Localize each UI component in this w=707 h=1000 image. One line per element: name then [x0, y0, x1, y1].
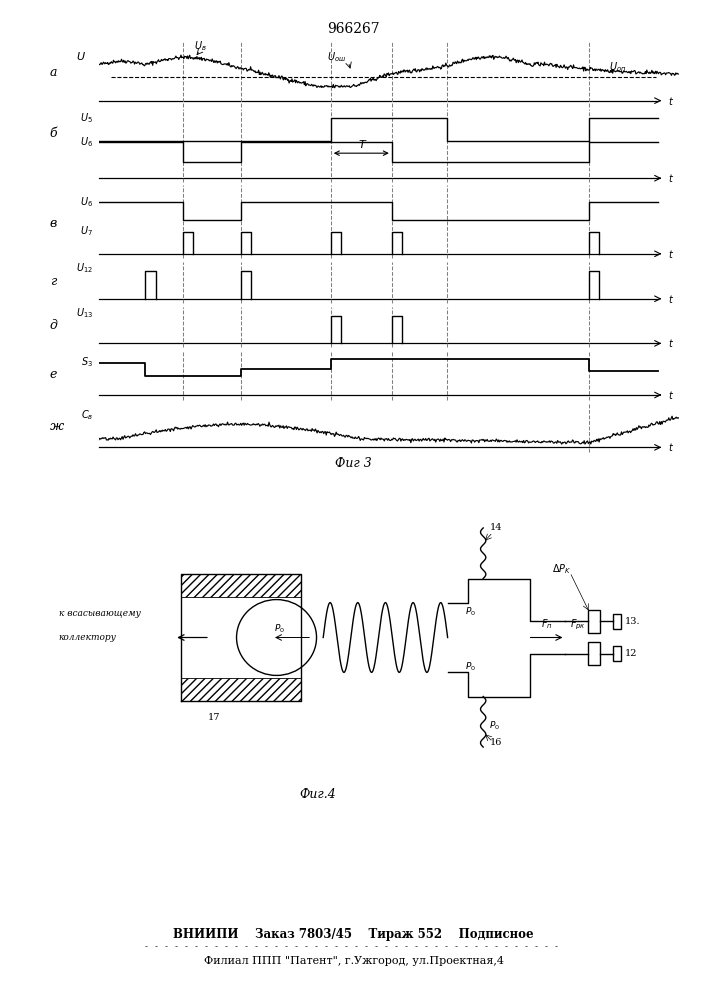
Text: Фиг 3: Фиг 3: [335, 457, 372, 470]
Text: $U_{оп}$: $U_{оп}$: [609, 60, 626, 74]
Text: $P_0$: $P_0$: [465, 605, 477, 618]
Text: $\Delta P_K$: $\Delta P_K$: [552, 562, 571, 576]
Bar: [614, 614, 621, 629]
Text: $t$: $t$: [668, 441, 674, 453]
Text: $t$: $t$: [668, 172, 674, 184]
Text: $F_{рк}$: $F_{рк}$: [570, 617, 586, 632]
Bar: [588, 642, 600, 665]
Text: ж: ж: [49, 420, 64, 433]
Text: $U_{12}$: $U_{12}$: [76, 262, 93, 275]
Text: $U$: $U$: [76, 50, 86, 62]
Text: $t$: $t$: [668, 293, 674, 305]
Text: Филиал ППП "Патент", г.Ужгород, ул.Проектная,4: Филиал ППП "Патент", г.Ужгород, ул.Проек…: [204, 956, 503, 966]
Text: $t$: $t$: [668, 389, 674, 401]
Bar: [181, 574, 301, 597]
Text: б: б: [49, 127, 57, 140]
Text: г: г: [49, 275, 56, 288]
Text: $t$: $t$: [668, 337, 674, 349]
Text: $T$: $T$: [358, 138, 368, 150]
Bar: [588, 610, 600, 633]
Text: д: д: [49, 319, 57, 332]
Text: $F_п$: $F_п$: [541, 617, 553, 631]
Text: $U_7$: $U_7$: [81, 225, 93, 238]
Text: коллектору: коллектору: [59, 633, 117, 642]
Text: $C_в$: $C_в$: [81, 408, 93, 422]
Text: 16: 16: [490, 738, 502, 747]
Text: $t$: $t$: [668, 248, 674, 260]
Text: $U_{13}$: $U_{13}$: [76, 306, 93, 320]
Text: 14: 14: [490, 523, 503, 532]
Text: $P_0$: $P_0$: [274, 622, 286, 635]
Text: - - - - - - - - - - - - - - - - - - - - - - - - - - - - - - - - - - - - - - - - : - - - - - - - - - - - - - - - - - - - - …: [144, 942, 563, 951]
Text: в: в: [49, 217, 57, 230]
Bar: [614, 646, 621, 661]
Text: $U_5$: $U_5$: [81, 111, 93, 125]
Text: $P_0$: $P_0$: [465, 660, 477, 673]
Text: $t$: $t$: [668, 95, 674, 107]
Text: а: а: [49, 66, 57, 79]
Text: 12: 12: [624, 649, 637, 658]
Bar: [181, 678, 301, 701]
Text: $U_6$: $U_6$: [80, 135, 93, 149]
Text: $S_3$: $S_3$: [81, 356, 93, 369]
Text: $U_6$: $U_6$: [80, 195, 93, 209]
Text: 966267: 966267: [327, 22, 380, 36]
Text: 17: 17: [208, 713, 220, 722]
Text: Фиг.4: Фиг.4: [300, 788, 337, 801]
Text: к всасывающему: к всасывающему: [59, 609, 141, 618]
Text: е: е: [49, 368, 57, 381]
Text: 13.: 13.: [624, 617, 640, 626]
Text: ВНИИПИ    Заказ 7803/45    Тираж 552    Подписное: ВНИИПИ Заказ 7803/45 Тираж 552 Подписное: [173, 928, 534, 941]
Text: $U_в$: $U_в$: [194, 39, 207, 53]
Text: $P_0$: $P_0$: [489, 719, 500, 732]
Text: $U_{ош}$: $U_{ош}$: [327, 50, 346, 64]
